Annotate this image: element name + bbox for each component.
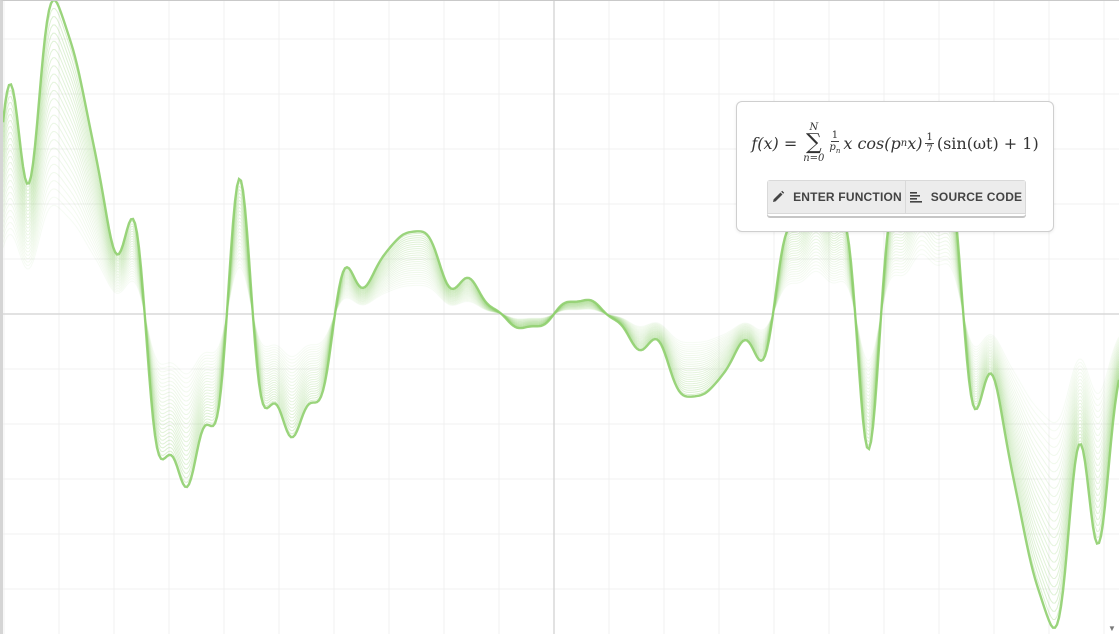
formula-lhs: f(x) =	[751, 133, 798, 153]
function-curve	[3, 147, 1119, 481]
function-curve	[3, 188, 1119, 440]
function-plot	[3, 1, 1119, 634]
function-curve	[3, 139, 1119, 489]
formula-body: x cos(p	[843, 133, 901, 153]
scroll-down-arrow[interactable]: ▼	[1108, 624, 1116, 633]
sum-upper-limit: N	[809, 122, 819, 133]
summation-symbol: N ∑ n=0	[803, 122, 825, 164]
enter-function-button[interactable]: ENTER FUNCTION	[767, 180, 905, 214]
panel-button-group: ENTER FUNCTION SOURCE CODE	[767, 180, 1026, 216]
function-curve	[3, 163, 1119, 465]
formula-body-end: x)	[907, 133, 923, 153]
source-code-button[interactable]: SOURCE CODE	[905, 180, 1026, 214]
pencil-icon	[773, 190, 785, 202]
fraction-one-seventh: 1 7	[925, 131, 934, 155]
function-curve	[3, 180, 1119, 448]
grid-lines	[3, 1, 1119, 634]
function-curve	[3, 172, 1119, 456]
function-curve	[3, 204, 1119, 424]
formula-tail: (sin(ωt) + 1)	[936, 133, 1039, 153]
function-panel: f(x) = N ∑ n=0 1 pn x cos(p n x) 1 7 (sin(…	[736, 101, 1054, 232]
function-curve	[3, 196, 1119, 432]
source-code-label: SOURCE CODE	[930, 190, 1023, 204]
function-curve	[3, 155, 1119, 473]
sum-lower-limit: n=0	[803, 153, 825, 164]
fraction-one-over-pn: 1 pn	[829, 129, 841, 155]
function-formula: f(x) = N ∑ n=0 1 pn x cos(p n x) 1 7 (sin(…	[737, 116, 1053, 170]
enter-function-label: ENTER FUNCTION	[793, 190, 902, 204]
text-lines-icon	[909, 192, 922, 203]
formula-body-subscript: n	[900, 137, 908, 149]
